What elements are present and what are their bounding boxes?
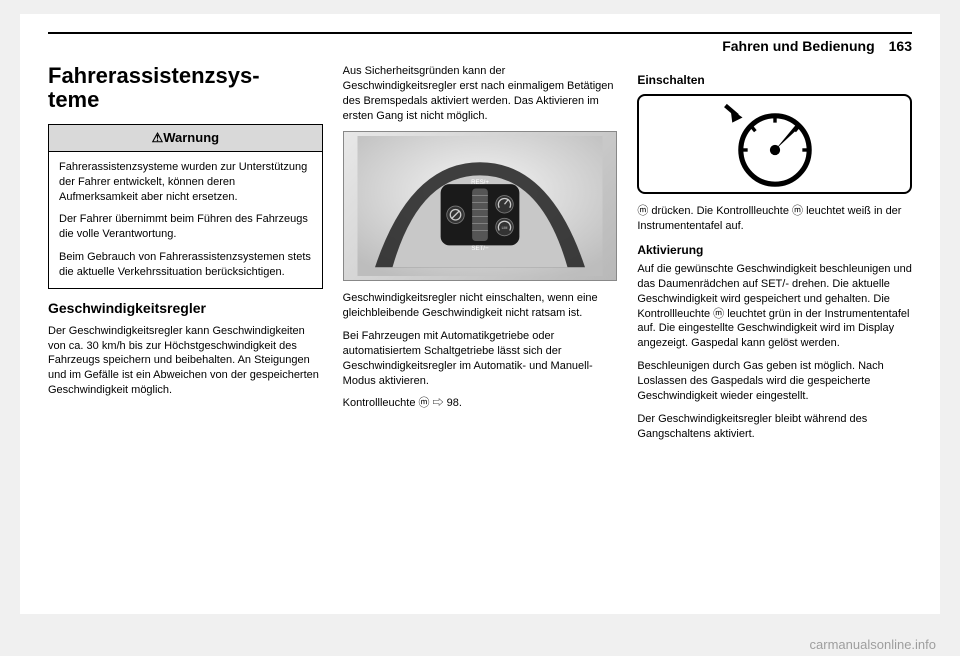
res-label: RES/+ [471,180,489,187]
warning-body: Fahrerassistenzsysteme wurden zur Unters… [49,152,322,288]
col2-p2: Geschwindigkeitsregler nicht einschalten… [343,291,618,321]
wheel-svg: RES/+ SET/− LIM [350,136,610,276]
column-3: Einschalten [637,64,912,449]
cruise-icon-inline: ⓜ [419,397,430,409]
column-1: Fahrerassistenzsys- teme ⚠Warnung Fahrer… [48,64,323,449]
h1-line2: teme [48,87,99,112]
warning-p1: Fahrerassistenzsysteme wurden zur Unters… [59,160,312,205]
warning-icon: ⚠ [152,130,164,145]
warning-box: ⚠Warnung Fahrerassistenzsysteme wurden z… [48,124,323,288]
cruise-icon-b: ⓜ [792,205,803,217]
col3-p3: Beschleunigen durch Gas geben ist möglic… [637,359,912,404]
lim-label: LIM [502,226,508,230]
col2-p1: Aus Sicherheitsgründen kann der Geschwin… [343,64,618,123]
warning-p2: Der Fahrer übernimmt beim Führen des Fah… [59,212,312,242]
col3-p1b: drücken. Die Kontrollleuchte [648,205,792,217]
col2-p4b: ⇨ 98. [430,397,462,409]
gauge-svg [685,97,865,191]
cruise-icon-a: ⓜ [637,205,648,217]
page-header: Fahren und Bedienung 163 [48,38,912,54]
col3-p1: ⓜ drücken. Die Kontrollleuchte ⓜ leuchte… [637,204,912,234]
col1-p1: Der Geschwindigkeitsregler kann Geschwin… [48,324,323,398]
header-title: Fahren und Bedienung [722,38,874,54]
steering-wheel-figure: RES/+ SET/− LIM [343,131,618,281]
header-page-number: 163 [889,38,912,54]
cruise-icon-c: ⓜ [713,308,724,320]
col3-p4: Der Geschwindigkeitsregler bleibt währen… [637,412,912,442]
col2-p3: Bei Fahrzeugen mit Automatikgetriebe ode… [343,329,618,388]
columns: Fahrerassistenzsys- teme ⚠Warnung Fahrer… [48,64,912,449]
subheading-speed-control: Geschwindigkeitsregler [48,299,323,318]
subsub-einschalten: Einschalten [637,72,912,88]
col2-p4: Kontrollleuchte ⓜ ⇨ 98. [343,396,618,411]
section-heading: Fahrerassistenzsys- teme [48,64,323,112]
h1-line1: Fahrerassistenzsys- [48,63,260,88]
column-2: Aus Sicherheitsgründen kann der Geschwin… [343,64,618,449]
col2-p4a: Kontrollleuchte [343,397,419,409]
set-label: SET/− [471,245,489,252]
warning-head: ⚠Warnung [49,125,322,152]
top-rule [48,32,912,34]
warning-p3: Beim Gebrauch von Fahrerassistenzsysteme… [59,250,312,280]
manual-page: Fahren und Bedienung 163 Fahrerassistenz… [20,14,940,614]
watermark: carmanualsonline.info [810,637,936,652]
col3-p2: Auf die gewünschte Geschwindigkeit besch… [637,262,912,351]
subsub-aktivierung: Aktivierung [637,242,912,258]
warning-title: Warnung [163,130,219,145]
gauge-figure [637,94,912,194]
